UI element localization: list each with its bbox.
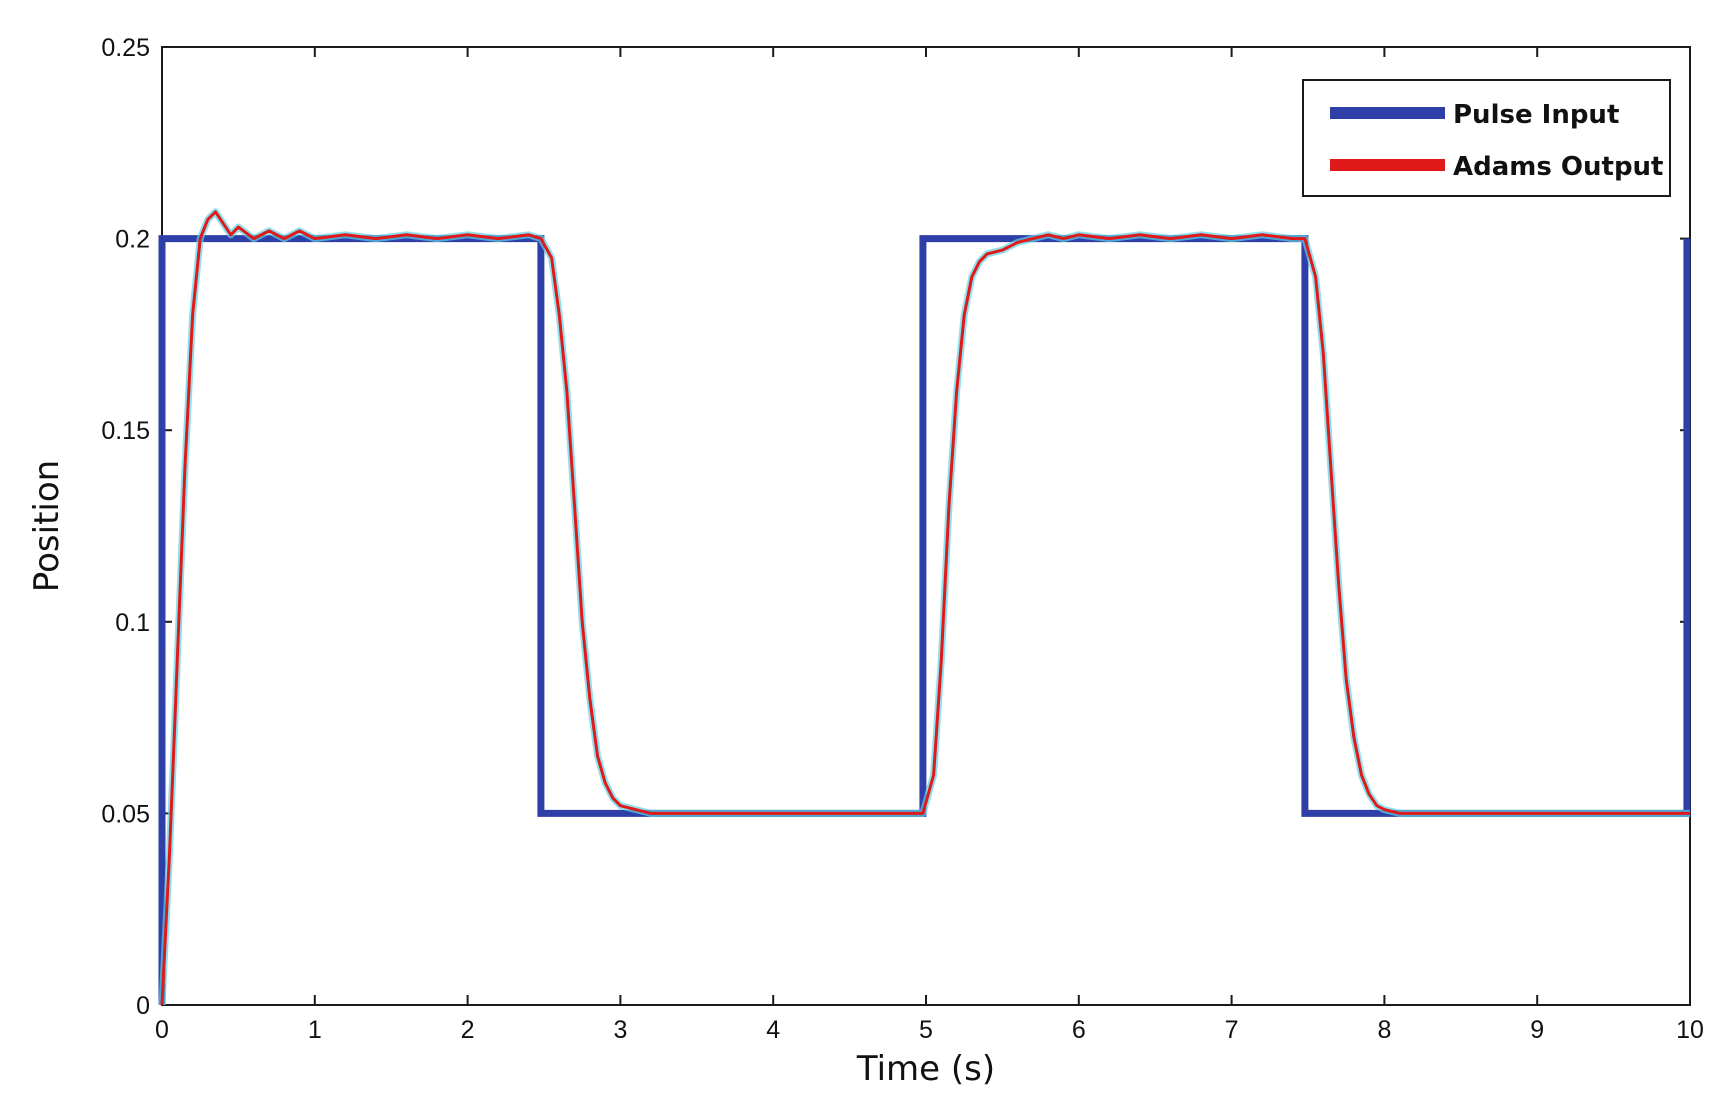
y-tick-label: 0.05 [101,800,150,828]
x-tick-label: 6 [1072,1016,1086,1044]
y-tick-label: 0 [136,992,150,1020]
x-tick-label: 3 [613,1016,627,1044]
legend-box [1302,79,1671,197]
series-line-adams-output [160,210,1690,1006]
y-tick-label: 0.25 [101,34,150,62]
y-tick-label: 0.2 [115,226,150,254]
x-tick-label: 5 [919,1016,933,1044]
x-tick-label: 0 [155,1016,169,1044]
y-tick-label: 0.1 [115,609,150,637]
y-axis-ticks: 0 0.05 0.1 0.15 0.2 0.25 [101,34,1690,1020]
x-tick-label: 7 [1225,1016,1239,1044]
x-tick-label: 8 [1377,1016,1391,1044]
x-tick-label: 10 [1676,1016,1704,1044]
series-layer [158,208,1691,1006]
x-axis-ticks: 0 1 2 3 4 5 6 7 8 9 10 [155,47,1704,1044]
x-axis-title: Time (s) [856,1049,995,1089]
y-tick-label: 0.15 [101,417,150,445]
x-tick-label: 2 [461,1016,475,1044]
x-tick-label: 9 [1530,1016,1544,1044]
x-tick-label: 4 [766,1016,780,1044]
legend: Pulse Input Adams Output [1302,79,1671,197]
x-tick-label: 1 [308,1016,322,1044]
legend-label-pulse-input: Pulse Input [1453,100,1619,130]
legend-label-adams-output: Adams Output [1453,152,1664,182]
y-axis-title: Position [27,460,67,592]
